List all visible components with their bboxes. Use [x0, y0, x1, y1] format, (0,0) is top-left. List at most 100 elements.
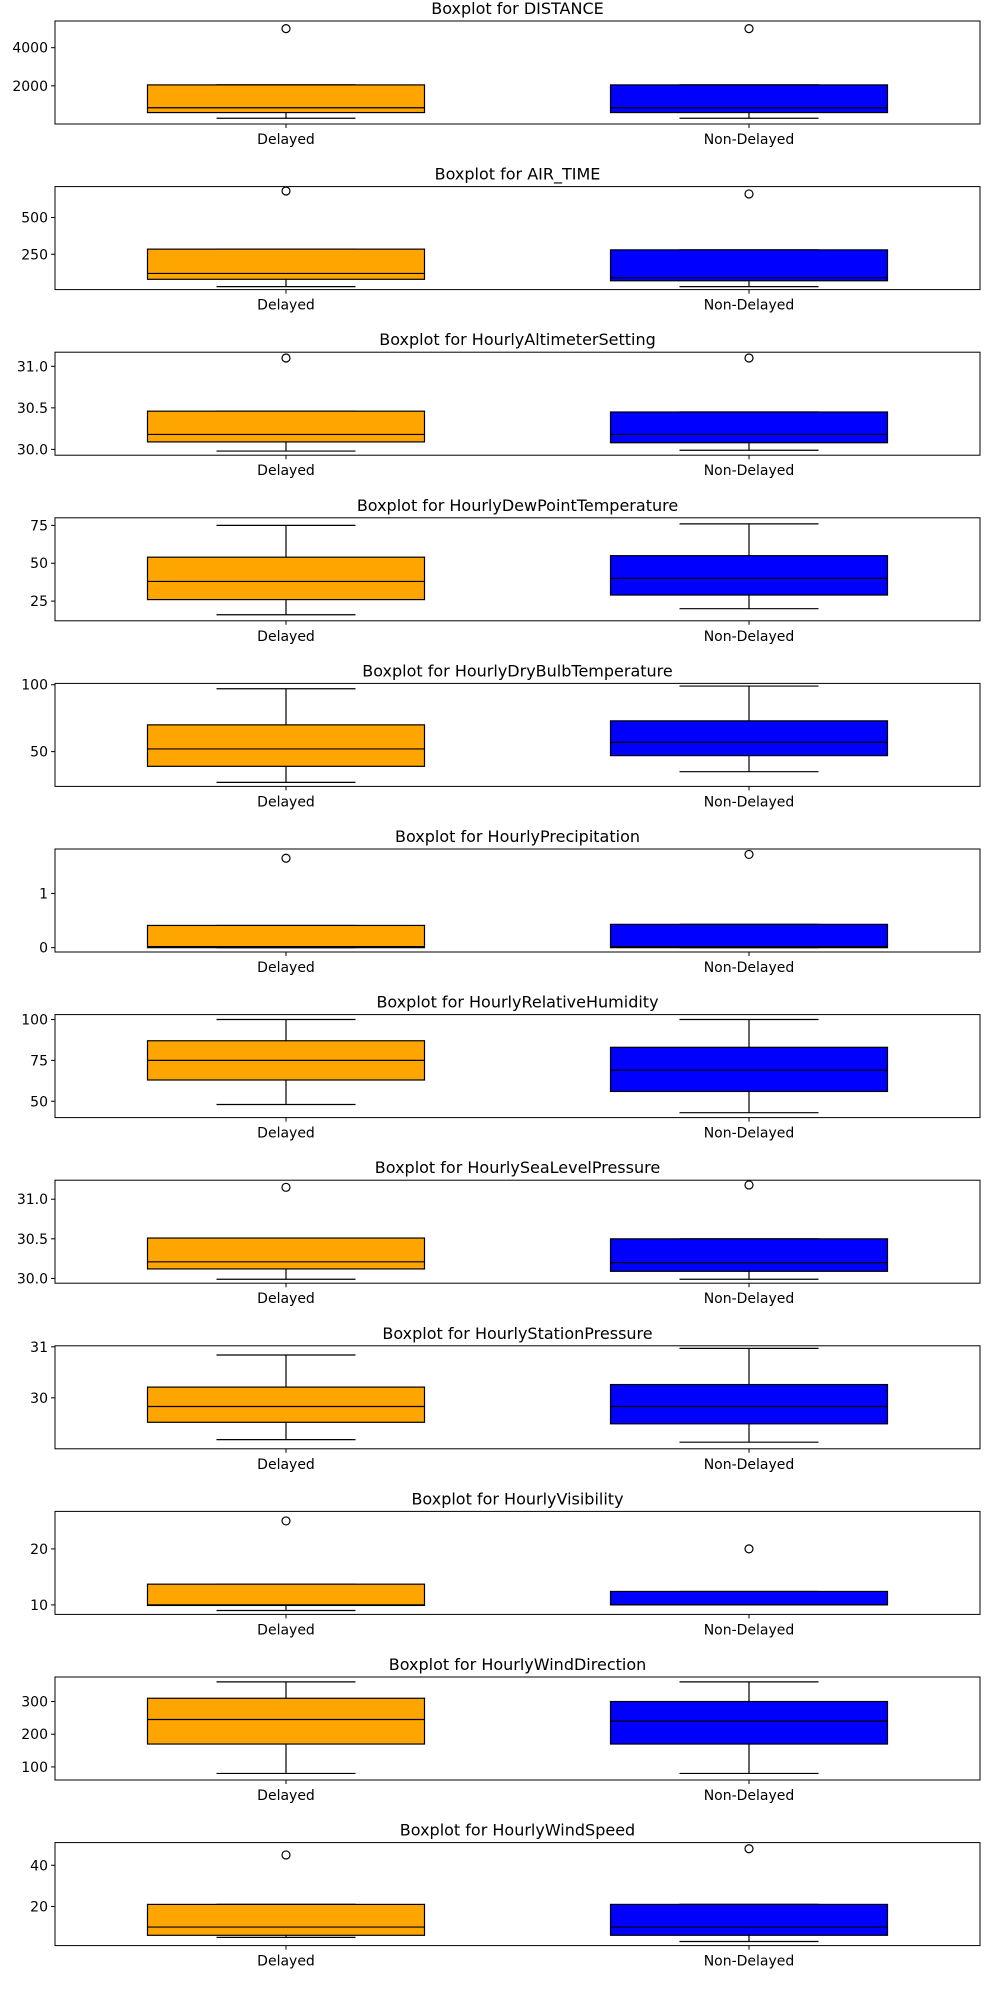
- axes-frame: [54, 1345, 981, 1450]
- subplot-4: Boxplot for HourlyDewPointTemperature 25 5…: [30, 496, 981, 645]
- box-non-delayed: [609, 24, 889, 119]
- outlier-point: [744, 1844, 754, 1854]
- subplot-title: Boxplot for HourlyWindDirection: [389, 1655, 647, 1674]
- x-tick-label: Non-Delayed: [704, 629, 795, 645]
- subplot-title: Boxplot for HourlyAltimeterSetting: [379, 330, 656, 349]
- axes-frame: [54, 517, 981, 622]
- axes-frame: [54, 1676, 981, 1781]
- iqr-box: [609, 1046, 889, 1093]
- iqr-box: [146, 1386, 426, 1423]
- subplot-title: Boxplot for HourlyVisibility: [411, 1489, 623, 1508]
- y-tick-label: 50: [30, 745, 48, 761]
- y-tick-label: 31.0: [17, 1192, 48, 1208]
- y-tick-label: 30.0: [17, 1271, 48, 1287]
- iqr-box: [146, 1237, 426, 1270]
- subplot-title: Boxplot for HourlySeaLevelPressure: [375, 1158, 660, 1177]
- box-non-delayed: [609, 1347, 889, 1443]
- subplot-11: Boxplot for HourlyWindDirection 100 200 300…: [21, 1655, 981, 1804]
- box-non-delayed: [609, 1544, 889, 1606]
- outlier-point: [281, 24, 291, 34]
- box-non-delayed: [609, 685, 889, 773]
- y-tick-label: 100: [21, 1760, 48, 1776]
- axes-frame: [54, 1842, 981, 1947]
- subplot-10: Boxplot for HourlyVisibility 10 20 Delayed N…: [30, 1489, 981, 1638]
- iqr-box: [146, 1583, 426, 1607]
- outlier-point: [281, 1516, 291, 1526]
- y-tick-label: 4000: [12, 41, 48, 57]
- subplot-5: Boxplot for HourlyDryBulbTemperature 50 10…: [21, 661, 981, 810]
- x-tick-label: Non-Delayed: [704, 1788, 795, 1804]
- x-tick-label: Non-Delayed: [704, 1622, 795, 1638]
- y-tick-label: 100: [21, 1013, 48, 1029]
- y-tick-label: 30.0: [17, 442, 48, 458]
- x-tick-label: Non-Delayed: [704, 132, 795, 148]
- subplot-title: Boxplot for HourlyWindSpeed: [400, 1821, 635, 1840]
- x-tick-label: Delayed: [257, 298, 315, 314]
- axes-frame: [54, 351, 981, 456]
- subplot-title: Boxplot for HourlyPrecipitation: [395, 827, 640, 846]
- y-tick-label: 200: [21, 1727, 48, 1743]
- axes-frame: [54, 848, 981, 953]
- x-tick-label: Delayed: [257, 463, 315, 479]
- x-tick-label: Non-Delayed: [704, 463, 795, 479]
- box-non-delayed: [609, 189, 889, 288]
- iqr-box: [146, 724, 426, 767]
- y-tick-label: 50: [30, 556, 48, 572]
- y-tick-label: 75: [30, 1053, 48, 1069]
- subplot-title: Boxplot for AIR_TIME: [435, 165, 601, 185]
- iqr-box: [609, 1903, 889, 1936]
- x-tick-label: Delayed: [257, 1126, 315, 1142]
- x-tick-label: Delayed: [257, 1457, 315, 1473]
- x-tick-label: Non-Delayed: [704, 1126, 795, 1142]
- subplot-title: Boxplot for HourlyRelativeHumidity: [376, 993, 658, 1012]
- subplot-9: Boxplot for HourlyStationPressure 30 31 Del…: [30, 1324, 981, 1473]
- y-tick-label: 75: [30, 518, 48, 534]
- y-tick-label: 0: [39, 941, 48, 957]
- outlier-point: [281, 1182, 291, 1192]
- y-tick-label: 2000: [12, 79, 48, 95]
- iqr-box: [146, 248, 426, 280]
- y-tick-label: 1: [39, 886, 48, 902]
- box-non-delayed: [609, 353, 889, 451]
- axes-frame: [54, 1510, 981, 1615]
- iqr-box: [146, 1697, 426, 1745]
- box-delayed: [146, 688, 426, 783]
- box-delayed: [146, 524, 426, 616]
- box-delayed: [146, 186, 426, 288]
- box-delayed: [146, 1354, 426, 1441]
- x-tick-label: Non-Delayed: [704, 1954, 795, 1970]
- subplot-7: Boxplot for HourlyRelativeHumidity 50 75 10…: [21, 993, 981, 1142]
- y-tick-label: 30: [30, 1391, 48, 1407]
- x-tick-label: Delayed: [257, 960, 315, 976]
- subplot-3: Boxplot for HourlyAltimeterSetting 30.0 30…: [17, 330, 981, 479]
- y-tick-label: 30.5: [17, 1232, 48, 1248]
- box-delayed: [146, 1681, 426, 1775]
- outlier-point: [281, 853, 291, 863]
- box-non-delayed: [609, 1681, 889, 1775]
- x-tick-label: Delayed: [257, 629, 315, 645]
- y-tick-label: 300: [21, 1695, 48, 1711]
- x-tick-label: Non-Delayed: [704, 298, 795, 314]
- y-tick-label: 20: [30, 1899, 48, 1915]
- x-tick-label: Delayed: [257, 1622, 315, 1638]
- iqr-box: [609, 249, 889, 282]
- y-tick-label: 40: [30, 1858, 48, 1874]
- y-tick-label: 20: [30, 1542, 48, 1558]
- x-tick-label: Delayed: [257, 1788, 315, 1804]
- iqr-box: [146, 556, 426, 601]
- subplot-title: Boxplot for DISTANCE: [431, 0, 604, 18]
- x-tick-label: Delayed: [257, 1954, 315, 1970]
- iqr-box: [609, 1590, 889, 1606]
- outlier-point: [281, 1850, 291, 1860]
- outlier-point: [281, 186, 291, 196]
- iqr-box: [609, 1383, 889, 1425]
- outlier-point: [744, 849, 754, 860]
- x-tick-label: Non-Delayed: [704, 794, 795, 810]
- outlier-point: [744, 1544, 754, 1554]
- x-tick-label: Delayed: [257, 794, 315, 810]
- axes-frame: [54, 1179, 981, 1284]
- y-tick-label: 30.5: [17, 401, 48, 417]
- box-non-delayed: [609, 849, 889, 949]
- box-delayed: [146, 353, 426, 452]
- subplot-8: Boxplot for HourlySeaLevelPressure 30.0 30…: [17, 1158, 981, 1307]
